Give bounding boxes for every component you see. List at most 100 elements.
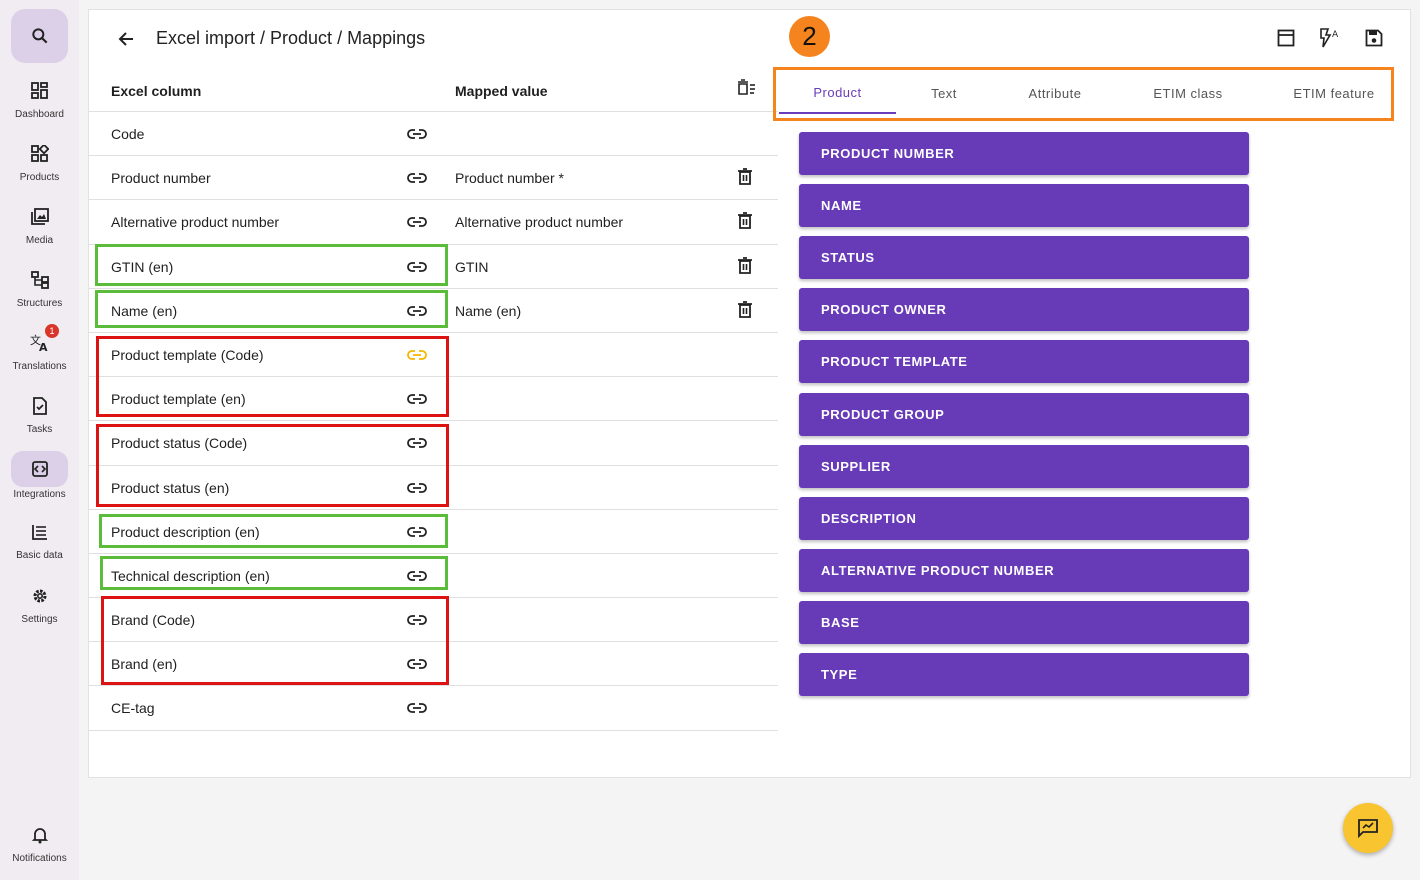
link-icon <box>407 659 427 670</box>
link-button[interactable] <box>407 610 427 630</box>
step-badge: 2 <box>789 16 830 57</box>
link-button[interactable] <box>407 301 427 321</box>
field-button[interactable]: PRODUCT OWNER <box>799 288 1249 332</box>
page-title: Excel import / Product / Mappings <box>156 28 426 48</box>
table-row: CE-tag <box>89 686 778 731</box>
nav-structures-label: Structures <box>16 298 63 309</box>
bell-icon <box>31 828 48 844</box>
translate-icon: 文A <box>30 333 48 353</box>
excel-column-name: Product status (Code) <box>111 435 248 452</box>
nav-products[interactable]: Products <box>0 143 79 183</box>
field-button[interactable]: NAME <box>799 184 1249 228</box>
mapped-value: Name (en) <box>455 302 522 319</box>
delete-sweep-icon <box>738 79 755 95</box>
table-row: Name (en) Name (en) <box>89 289 778 333</box>
delete-mapping-button[interactable] <box>736 211 756 231</box>
excel-column-name: Product description (en) <box>111 523 260 540</box>
field-button[interactable]: PRODUCT NUMBER <box>799 132 1249 175</box>
link-icon <box>407 482 427 493</box>
tasks-icon <box>32 397 47 415</box>
field-button[interactable]: DESCRIPTION <box>799 496 1249 540</box>
nav-translations-label: Translations <box>12 361 67 372</box>
nav-basic-data[interactable]: Basic data <box>0 521 79 561</box>
link-button[interactable] <box>407 522 427 542</box>
mapped-value: Alternative product number <box>455 214 624 231</box>
search-button[interactable] <box>11 9 68 63</box>
link-button[interactable] <box>407 566 427 586</box>
field-button[interactable]: ALTERNATIVE PRODUCT NUMBER <box>799 548 1249 592</box>
link-button[interactable] <box>407 478 427 498</box>
link-button[interactable] <box>407 654 427 674</box>
nav-integrations[interactable]: Integrations <box>0 451 79 500</box>
link-icon <box>407 703 427 714</box>
link-button[interactable] <box>407 124 427 144</box>
nav-media[interactable]: Media <box>0 206 79 246</box>
table-row: Product status (Code) <box>89 421 778 466</box>
nav-tasks[interactable]: Tasks <box>0 395 79 435</box>
tab-product[interactable]: Product <box>779 72 896 114</box>
mapping-table: Excel column Mapped value Code Product nu… <box>89 68 778 731</box>
field-button[interactable]: TYPE <box>799 653 1249 696</box>
clear-all-button[interactable] <box>736 79 756 100</box>
excel-column-name: Brand (en) <box>111 656 178 673</box>
field-button[interactable]: SUPPLIER <box>799 444 1249 488</box>
link-button[interactable] <box>407 698 427 718</box>
auto-map-button[interactable]: A <box>1318 26 1342 50</box>
tab-etim-feature[interactable]: ETIM feature <box>1293 85 1375 101</box>
field-button[interactable]: PRODUCT GROUP <box>799 392 1249 436</box>
field-button[interactable]: STATUS <box>799 236 1249 280</box>
structures-icon <box>30 271 49 289</box>
field-tabs: Product Text Attribute ETIM class ETIM f… <box>779 72 1393 118</box>
tab-text[interactable]: Text <box>931 85 957 101</box>
delete-mapping-button[interactable] <box>736 167 756 187</box>
nav-structures[interactable]: Structures <box>0 269 79 309</box>
dashboard-icon <box>30 82 48 99</box>
header-actions: A <box>1274 26 1386 50</box>
link-button[interactable] <box>407 433 427 453</box>
tab-etim-class[interactable]: ETIM class <box>1153 85 1223 101</box>
excel-column-name: Technical description (en) <box>111 567 270 584</box>
trash-icon <box>738 212 752 230</box>
delete-mapping-button[interactable] <box>736 256 756 276</box>
table-header: Excel column Mapped value <box>89 68 778 112</box>
link-icon <box>407 394 427 405</box>
link-icon <box>407 129 427 139</box>
link-button[interactable] <box>407 212 427 232</box>
link-icon <box>407 615 427 625</box>
mapped-value: Product number * <box>455 170 564 187</box>
svg-text:A: A <box>1332 30 1339 40</box>
column-header-mapped: Mapped value <box>455 83 548 99</box>
tab-attribute[interactable]: Attribute <box>1028 85 1082 101</box>
excel-column-name: Name (en) <box>111 302 178 319</box>
nav-notifications[interactable]: Notifications <box>0 824 79 864</box>
link-button[interactable] <box>407 168 427 188</box>
back-button[interactable] <box>115 28 137 50</box>
link-icon <box>407 261 427 272</box>
feedback-fab[interactable] <box>1343 803 1393 853</box>
nav-media-label: Media <box>25 235 54 246</box>
table-row: Product template (Code) <box>89 333 778 378</box>
delete-mapping-button[interactable] <box>736 300 756 320</box>
nav-products-label: Products <box>19 172 60 183</box>
excel-column-name: Product template (Code) <box>111 346 264 363</box>
feedback-icon <box>1358 819 1378 838</box>
trash-icon <box>738 168 752 186</box>
translations-badge: 1 <box>45 324 59 338</box>
table-row: GTIN (en) GTIN <box>89 245 778 289</box>
field-button[interactable]: PRODUCT TEMPLATE <box>799 340 1249 384</box>
nav-settings[interactable]: Settings <box>0 585 79 625</box>
table-row: Product description (en) <box>89 510 778 554</box>
link-button[interactable] <box>407 389 427 409</box>
link-button[interactable] <box>407 257 427 277</box>
table-row: Code <box>89 112 778 157</box>
excel-column-name: Alternative product number <box>111 214 280 231</box>
save-button[interactable] <box>1362 26 1386 50</box>
field-button[interactable]: BASE <box>799 600 1249 644</box>
nav-dashboard[interactable]: Dashboard <box>0 80 79 120</box>
integrations-icon <box>31 461 48 477</box>
link-button[interactable] <box>407 345 427 365</box>
panel-button[interactable] <box>1274 26 1298 50</box>
mapped-value: GTIN <box>455 258 489 275</box>
